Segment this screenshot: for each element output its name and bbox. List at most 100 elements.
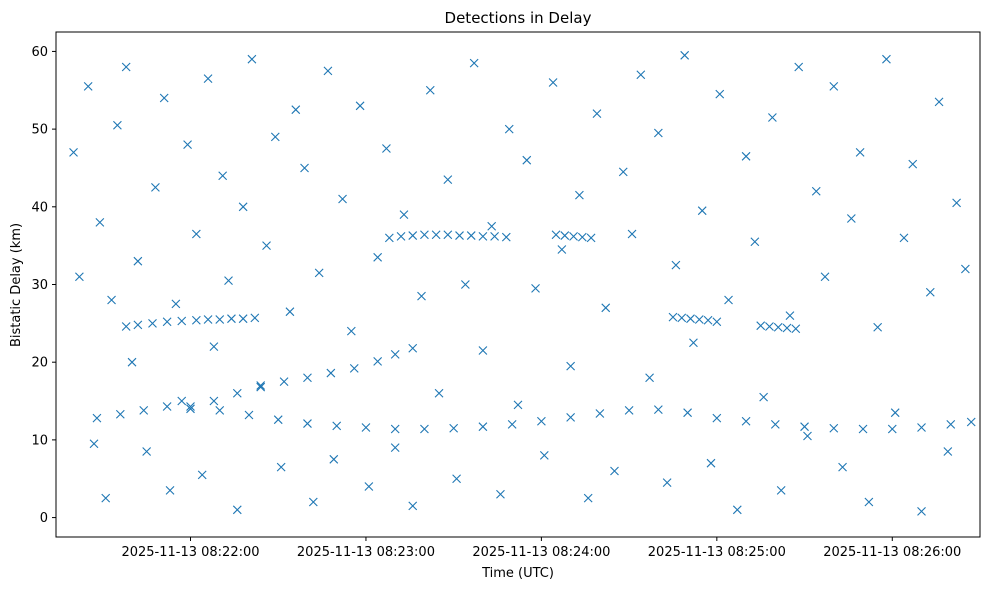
detection-point	[434, 388, 444, 398]
detection-point	[960, 264, 970, 274]
detection-point	[303, 373, 312, 383]
detection-point	[115, 409, 125, 419]
detection-point	[273, 415, 283, 425]
detection-point	[569, 231, 578, 241]
detection-point	[361, 423, 371, 432]
detection-point	[209, 342, 219, 352]
detection-point	[566, 361, 576, 371]
detection-point	[501, 232, 511, 242]
detection-point	[756, 321, 766, 331]
chart-title: Detections in Delay	[445, 9, 592, 27]
detection-point	[680, 50, 690, 60]
detection-point	[431, 230, 441, 240]
detection-point	[338, 194, 347, 204]
detection-point	[507, 419, 517, 429]
detection-point	[191, 315, 201, 325]
detection-point	[803, 431, 812, 441]
detection-point	[75, 272, 84, 282]
y-axis-ticks: 0 10 20 30 40 50 60	[31, 45, 56, 526]
detection-point	[148, 318, 157, 328]
detection-point	[314, 268, 324, 278]
detection-point	[455, 231, 464, 240]
detection-point	[92, 413, 102, 423]
detection-point	[349, 364, 359, 373]
detection-point	[668, 312, 678, 322]
detection-point	[741, 416, 751, 426]
detection-point	[373, 357, 383, 366]
detection-point	[732, 505, 742, 515]
detection-point	[677, 313, 687, 323]
detection-point	[759, 392, 769, 402]
x-tick-label: 2025-11-13 08:24:00	[472, 545, 610, 560]
detection-point	[408, 343, 418, 353]
detection-point	[89, 439, 99, 449]
detection-point	[829, 81, 839, 91]
detection-point	[560, 231, 570, 240]
detection-point	[724, 295, 733, 305]
detection-point	[83, 81, 93, 91]
detection-point	[250, 313, 260, 323]
detection-point	[238, 314, 248, 324]
detection-point	[873, 322, 883, 332]
plot-frame	[55, 31, 981, 538]
detection-point	[384, 233, 394, 243]
detection-point	[133, 256, 143, 266]
detection-point	[478, 422, 488, 432]
detection-point	[390, 443, 400, 453]
detection-point	[209, 396, 219, 406]
detection-point	[551, 230, 561, 240]
detection-point	[127, 357, 137, 367]
detection-point	[694, 315, 704, 324]
detection-point	[218, 171, 228, 181]
detection-point	[346, 326, 356, 336]
detection-point	[592, 109, 602, 118]
detection-point	[329, 454, 339, 464]
detection-point	[782, 323, 792, 333]
detection-point	[291, 105, 301, 115]
detection-point	[966, 417, 976, 427]
detection-point	[244, 410, 254, 420]
detection-point	[238, 202, 248, 212]
detection-point	[858, 424, 868, 434]
detection-point	[791, 324, 801, 334]
detection-point	[227, 314, 236, 324]
detection-point	[113, 120, 122, 130]
detection-point	[478, 231, 488, 241]
detection-point	[270, 132, 280, 142]
detection-point	[496, 489, 505, 499]
detection-point	[513, 400, 523, 410]
detection-point	[449, 423, 459, 433]
detection-point	[531, 283, 540, 293]
detection-point	[191, 229, 201, 239]
detection-point	[420, 424, 429, 434]
detection-point	[162, 402, 172, 411]
y-axis-label: Bistatic Delay (km)	[9, 223, 24, 347]
detection-point	[452, 474, 461, 484]
detection-point	[750, 237, 760, 247]
detection-point	[829, 423, 839, 433]
detection-point	[466, 231, 476, 240]
detection-point	[399, 210, 409, 219]
detection-point	[121, 62, 131, 72]
detection-point	[683, 408, 692, 418]
detection-point	[326, 368, 336, 378]
detection-point	[247, 54, 257, 64]
detection-point	[934, 97, 944, 107]
detection-point	[355, 101, 365, 111]
detection-point	[142, 447, 152, 456]
detection-point	[703, 315, 713, 325]
detection-point	[186, 404, 195, 414]
detection-point	[548, 78, 558, 87]
detection-point	[177, 396, 187, 406]
detection-point	[101, 493, 111, 503]
detection-point	[610, 466, 619, 476]
detection-point	[215, 315, 225, 324]
detection-point	[224, 276, 233, 286]
detection-point	[186, 402, 195, 411]
detection-point	[785, 311, 795, 320]
y-tick-label: 0	[40, 511, 48, 526]
detection-point	[420, 230, 429, 240]
x-axis-ticks: 2025-11-13 08:22:00 2025-11-13 08:23:00 20…	[121, 537, 961, 560]
detection-point	[183, 140, 192, 150]
